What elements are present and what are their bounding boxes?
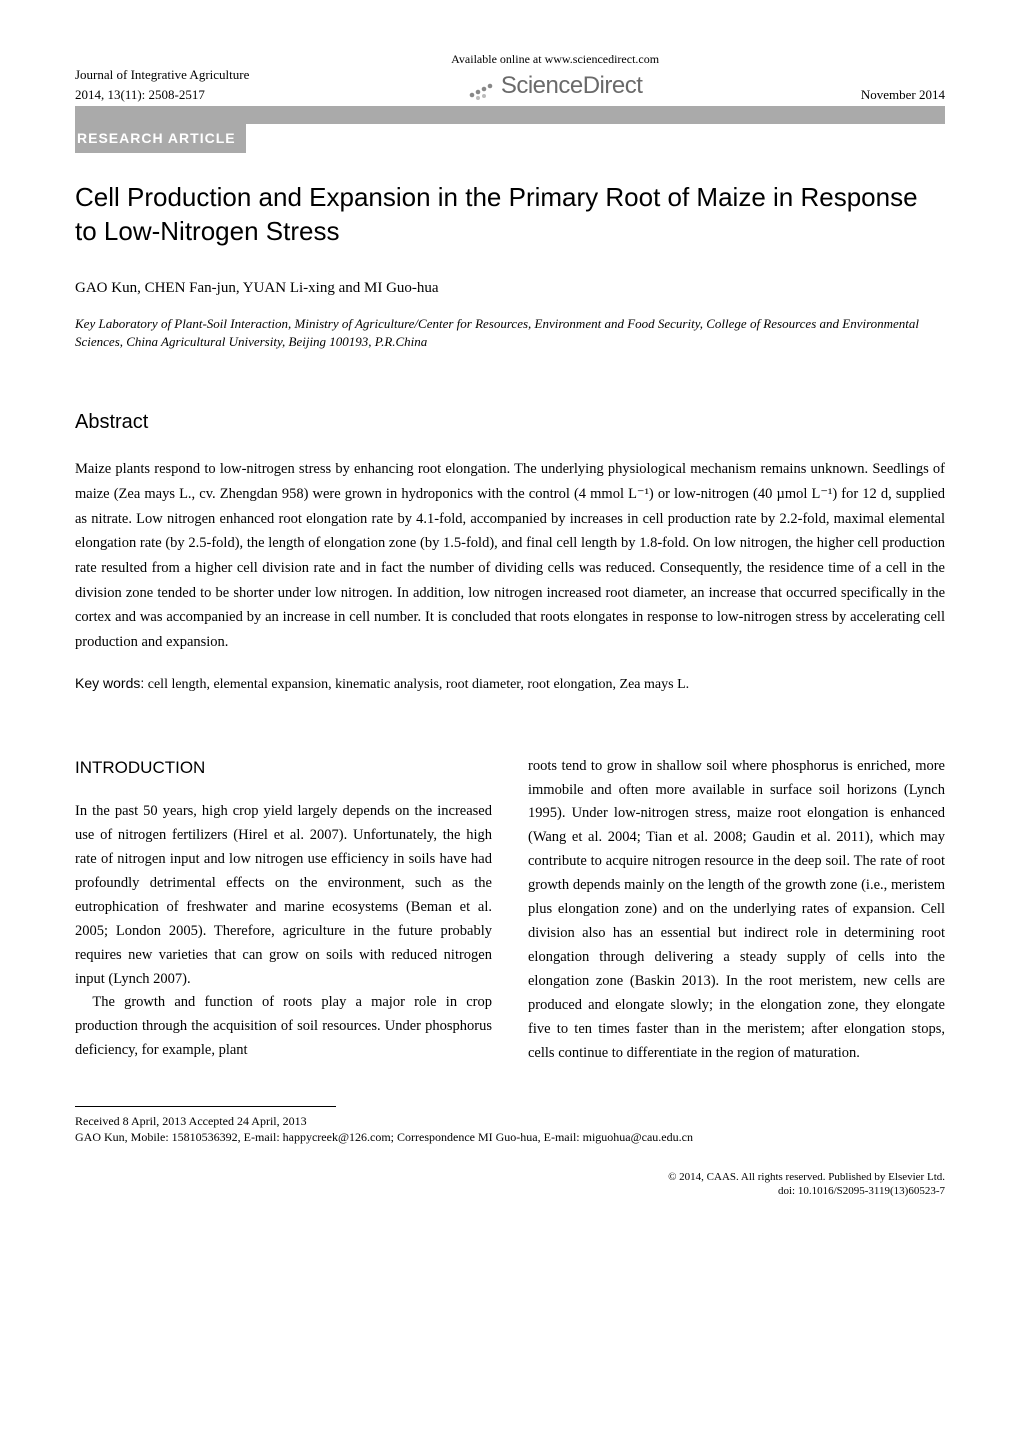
column-right: roots tend to grow in shallow soil where…: [528, 755, 945, 1066]
journal-block: Journal of Integrative Agriculture 2014,…: [75, 65, 249, 104]
copyright-line-1: © 2014, CAAS. All rights reserved. Publi…: [75, 1170, 945, 1184]
affiliation-line: Key Laboratory of Plant-Soil Interaction…: [75, 315, 945, 351]
article-type-row: RESEARCH ARTICLE: [75, 124, 945, 153]
keywords-line: Key words: cell length, elemental expans…: [75, 673, 945, 695]
page-header: Journal of Integrative Agriculture 2014,…: [75, 50, 945, 104]
article-title: Cell Production and Expansion in the Pri…: [75, 181, 945, 249]
issue-date: November 2014: [861, 85, 945, 105]
journal-issue: 2014, 13(11): 2508-2517: [75, 85, 249, 105]
footnote-rule: [75, 1106, 336, 1107]
sciencedirect-label: ScienceDirect: [501, 72, 643, 99]
footnotes-block: Received 8 April, 2013 Accepted 24 April…: [75, 1113, 945, 1147]
intro-body-right: roots tend to grow in shallow soil where…: [528, 755, 945, 1066]
abstract-text: Maize plants respond to low-nitrogen str…: [75, 457, 945, 654]
column-left: INTRODUCTION In the past 50 years, high …: [75, 755, 492, 1066]
abstract-heading: Abstract: [75, 407, 945, 437]
copyright-line-2: doi: 10.1016/S2095-3119(13)60523-7: [75, 1184, 945, 1198]
intro-paragraph-3: roots tend to grow in shallow soil where…: [528, 755, 945, 1066]
keywords-text: cell length, elemental expansion, kinema…: [144, 677, 689, 692]
journal-name: Journal of Integrative Agriculture: [75, 65, 249, 85]
intro-paragraph-1: In the past 50 years, high crop yield la…: [75, 800, 492, 991]
author-contact-line: GAO Kun, Mobile: 15810536392, E-mail: ha…: [75, 1129, 945, 1146]
authors-line: GAO Kun, CHEN Fan-jun, YUAN Li-xing and …: [75, 277, 945, 300]
article-type-label: RESEARCH ARTICLE: [75, 124, 246, 153]
sciencedirect-logo-icon: [468, 80, 494, 100]
intro-body-left: In the past 50 years, high crop yield la…: [75, 800, 492, 1063]
intro-paragraph-2: The growth and function of roots play a …: [75, 991, 492, 1063]
sciencedirect-brand: ScienceDirect: [451, 68, 659, 104]
copyright-block: © 2014, CAAS. All rights reserved. Publi…: [75, 1170, 945, 1199]
keywords-label: Key words:: [75, 675, 144, 691]
availability-text: Available online at www.sciencedirect.co…: [451, 50, 659, 68]
availability-block: Available online at www.sciencedirect.co…: [451, 50, 659, 104]
header-gray-bar: [75, 106, 945, 124]
introduction-heading: INTRODUCTION: [75, 755, 492, 781]
received-accepted-line: Received 8 April, 2013 Accepted 24 April…: [75, 1113, 945, 1130]
two-column-body: INTRODUCTION In the past 50 years, high …: [75, 755, 945, 1066]
